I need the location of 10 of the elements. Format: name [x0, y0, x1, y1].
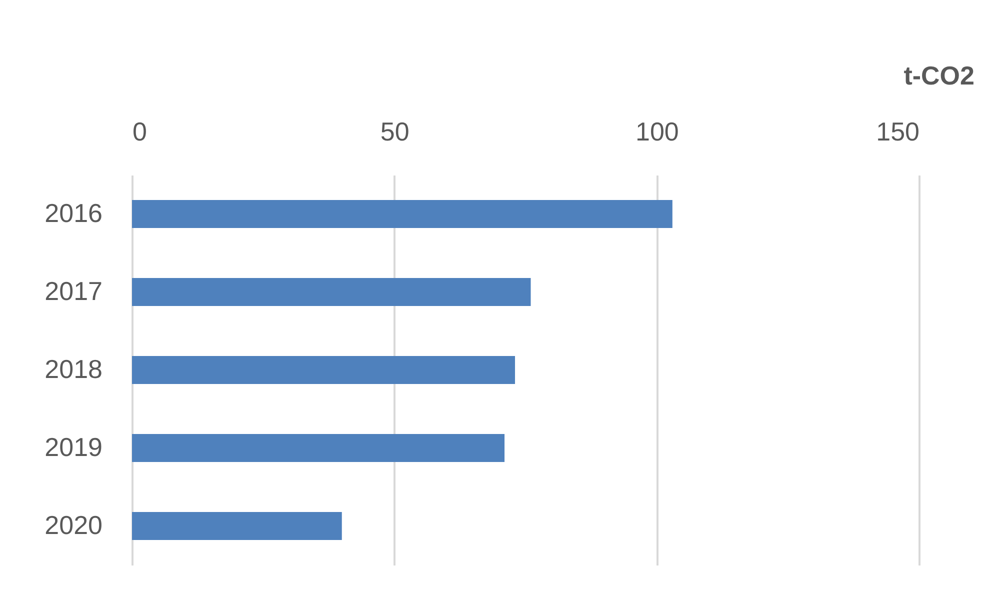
x-tick-label: 150: [876, 116, 920, 146]
x-tick-label: 100: [635, 116, 679, 146]
y-tick-label: 2016: [44, 198, 102, 228]
y-tick-label: 2018: [44, 354, 102, 384]
x-tick-label: 0: [132, 116, 147, 146]
y-tick-label: 2020: [44, 510, 102, 540]
y-tick-label: 2017: [44, 276, 102, 306]
x-axis-title: t-CO2: [904, 60, 974, 90]
y-tick-label: 2019: [44, 432, 102, 462]
x-tick-label: 50: [380, 116, 410, 146]
